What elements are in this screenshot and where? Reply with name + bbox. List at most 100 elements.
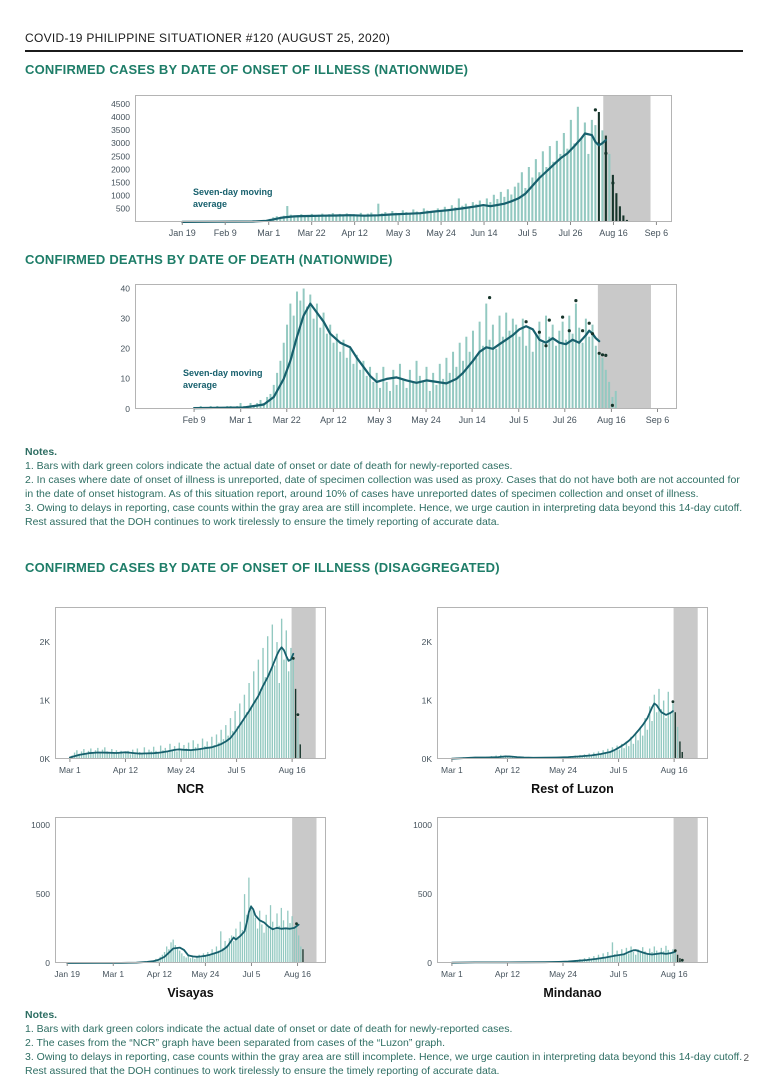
- y-axis-label: 10: [121, 374, 131, 384]
- case-bar: [315, 303, 318, 409]
- case-bar: [665, 718, 667, 759]
- case-bar: [239, 402, 242, 409]
- case-bar: [274, 929, 276, 963]
- case-bar: [502, 756, 504, 759]
- x-axis-label: Apr 12: [320, 415, 347, 425]
- case-bar: [571, 333, 574, 409]
- case-bar: [594, 345, 597, 409]
- newly-reported-dot: [574, 299, 578, 303]
- daily-bars: [70, 877, 304, 963]
- case-bar: [644, 951, 646, 963]
- x-axis-label: Mar 22: [298, 228, 326, 238]
- x-axis-label: Apr 12: [147, 969, 172, 979]
- case-bar: [373, 214, 376, 222]
- case-bar: [299, 300, 302, 409]
- case-bar: [185, 957, 187, 963]
- case-bar: [535, 333, 538, 409]
- case-bar: [667, 949, 669, 963]
- chart-cases-nationwide: Seven-day moving average 500 1000 1500 2000…: [93, 91, 682, 248]
- case-bar: [669, 712, 672, 759]
- case-bar: [581, 960, 583, 963]
- case-bar: [363, 214, 366, 222]
- case-bar: [595, 958, 597, 963]
- x-axis-label: May 24: [167, 765, 195, 775]
- incomplete-data-band: [673, 817, 698, 963]
- case-bar: [601, 130, 604, 222]
- case-bar: [303, 215, 306, 222]
- case-bar: [491, 324, 494, 409]
- note-line: 3. Owing to delays in reporting, case co…: [25, 1051, 743, 1078]
- x-axis-label: Sep 6: [645, 228, 669, 238]
- case-bar: [289, 303, 292, 409]
- case-bar: [506, 189, 509, 222]
- case-bar: [194, 747, 197, 759]
- case-bar: [384, 212, 387, 222]
- case-bar: [239, 921, 241, 963]
- case-bar: [208, 747, 211, 759]
- case-bar: [481, 345, 484, 409]
- x-axis-label: May 24: [426, 228, 456, 238]
- case-bar: [609, 955, 611, 963]
- x-axis-label: Aug 16: [279, 765, 306, 775]
- case-bar: [590, 119, 593, 222]
- case-bar: [618, 749, 621, 759]
- case-bar: [198, 954, 200, 963]
- case-bar: [85, 753, 87, 759]
- case-bar: [276, 913, 278, 963]
- case-bar: [312, 318, 315, 409]
- case-bar: [635, 732, 637, 759]
- case-bar: [475, 357, 478, 409]
- x-axis-label: Sep 6: [646, 415, 670, 425]
- case-bar: [587, 153, 590, 222]
- case-bar: [468, 351, 471, 409]
- case-bar: [534, 159, 537, 222]
- case-bar: [211, 949, 213, 963]
- case-bar: [157, 753, 160, 759]
- case-bar: [648, 948, 651, 963]
- case-bar: [489, 202, 492, 222]
- moving-average-line: [451, 702, 674, 760]
- case-bar: [253, 671, 255, 759]
- case-bar: [488, 339, 491, 409]
- case-bar: [280, 618, 283, 759]
- case-bar: [310, 213, 313, 222]
- case-bar: [616, 950, 618, 963]
- case-bar: [405, 387, 408, 409]
- case-bar: [134, 753, 136, 759]
- newly-reported-bar: [299, 744, 301, 759]
- case-bar: [321, 213, 324, 222]
- case-bar: [642, 735, 644, 759]
- case-bar: [287, 671, 290, 759]
- newly-reported-dot: [524, 320, 528, 324]
- header-rule: [25, 50, 743, 52]
- case-bar: [660, 709, 662, 759]
- case-bar: [628, 953, 630, 963]
- daily-bars: [181, 106, 628, 222]
- case-bar: [538, 321, 541, 409]
- y-axis-label: 2500: [111, 151, 130, 161]
- y-axis-label: 40: [121, 283, 131, 293]
- case-bar: [166, 751, 169, 759]
- case-bar: [503, 196, 506, 222]
- y-axis-label: 500: [36, 889, 50, 899]
- x-axis-label: Jun 14: [471, 228, 498, 238]
- note-line: 2. The cases from the “NCR” graph have b…: [25, 1037, 446, 1050]
- newly-reported-dot: [611, 181, 615, 185]
- note-line: 2. In cases where date of onset of illne…: [25, 474, 740, 501]
- case-bar: [314, 215, 317, 222]
- case-bar: [106, 751, 108, 759]
- chart-title-visayas: Visayas: [167, 986, 214, 1000]
- case-bar: [604, 752, 607, 759]
- case-bar: [609, 751, 611, 759]
- case-bar: [293, 216, 296, 222]
- x-axis-label: Jul 5: [242, 969, 260, 979]
- mindanao-plot: 0 500 1000 Mar 1 Apr 12 May 24 Jul 5 Aug 16: [413, 817, 708, 979]
- case-bar: [545, 315, 548, 409]
- case-bar: [412, 381, 415, 409]
- newly-reported-dot: [567, 329, 571, 333]
- case-bar: [495, 348, 498, 409]
- y-axis-label: 0: [427, 958, 432, 968]
- x-axis-label: Jul 5: [610, 765, 628, 775]
- case-bar: [586, 959, 588, 963]
